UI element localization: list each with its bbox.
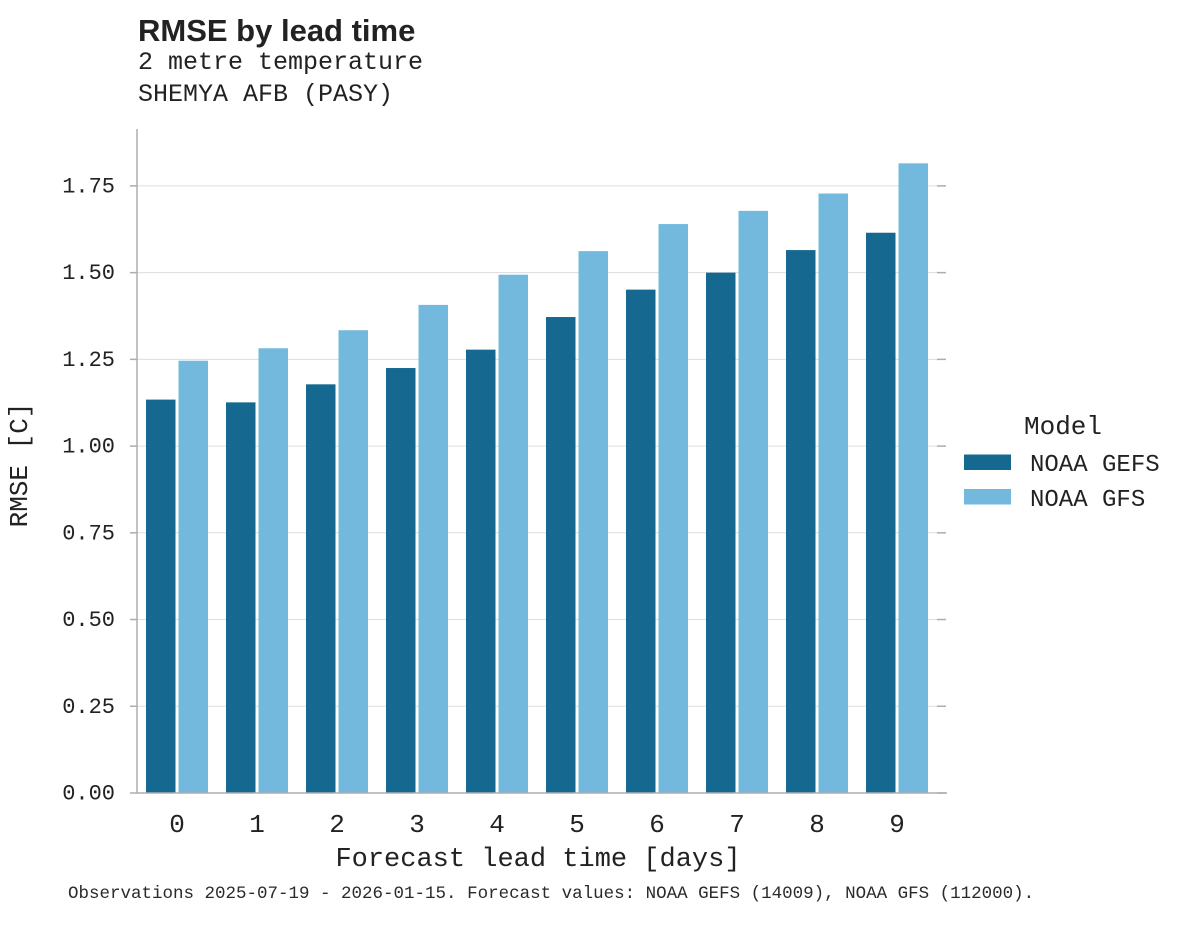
svg-text:7: 7 [729,810,745,840]
svg-text:1.00: 1.00 [62,435,115,460]
svg-text:0.75: 0.75 [62,521,115,546]
svg-text:0.00: 0.00 [62,782,115,807]
svg-text:3: 3 [409,810,425,840]
svg-text:6: 6 [649,810,665,840]
svg-text:Forecast lead time [days]: Forecast lead time [days] [335,845,740,875]
svg-text:5: 5 [569,810,585,840]
svg-text:9: 9 [889,810,905,840]
svg-text:2: 2 [329,810,345,840]
svg-text:0.25: 0.25 [62,695,115,720]
svg-text:8: 8 [809,810,825,840]
svg-text:1.75: 1.75 [62,174,115,199]
svg-text:0.50: 0.50 [62,608,115,633]
svg-text:1.50: 1.50 [62,261,115,286]
svg-text:0: 0 [169,810,185,840]
svg-text:NOAA GFS: NOAA GFS [1030,487,1145,514]
svg-text:1: 1 [249,810,265,840]
svg-text:NOAA GEFS: NOAA GEFS [1030,452,1160,479]
svg-text:Model: Model [1024,412,1102,442]
svg-text:RMSE [C]: RMSE [C] [5,403,35,528]
svg-text:4: 4 [489,810,505,840]
svg-text:1.25: 1.25 [62,348,115,373]
